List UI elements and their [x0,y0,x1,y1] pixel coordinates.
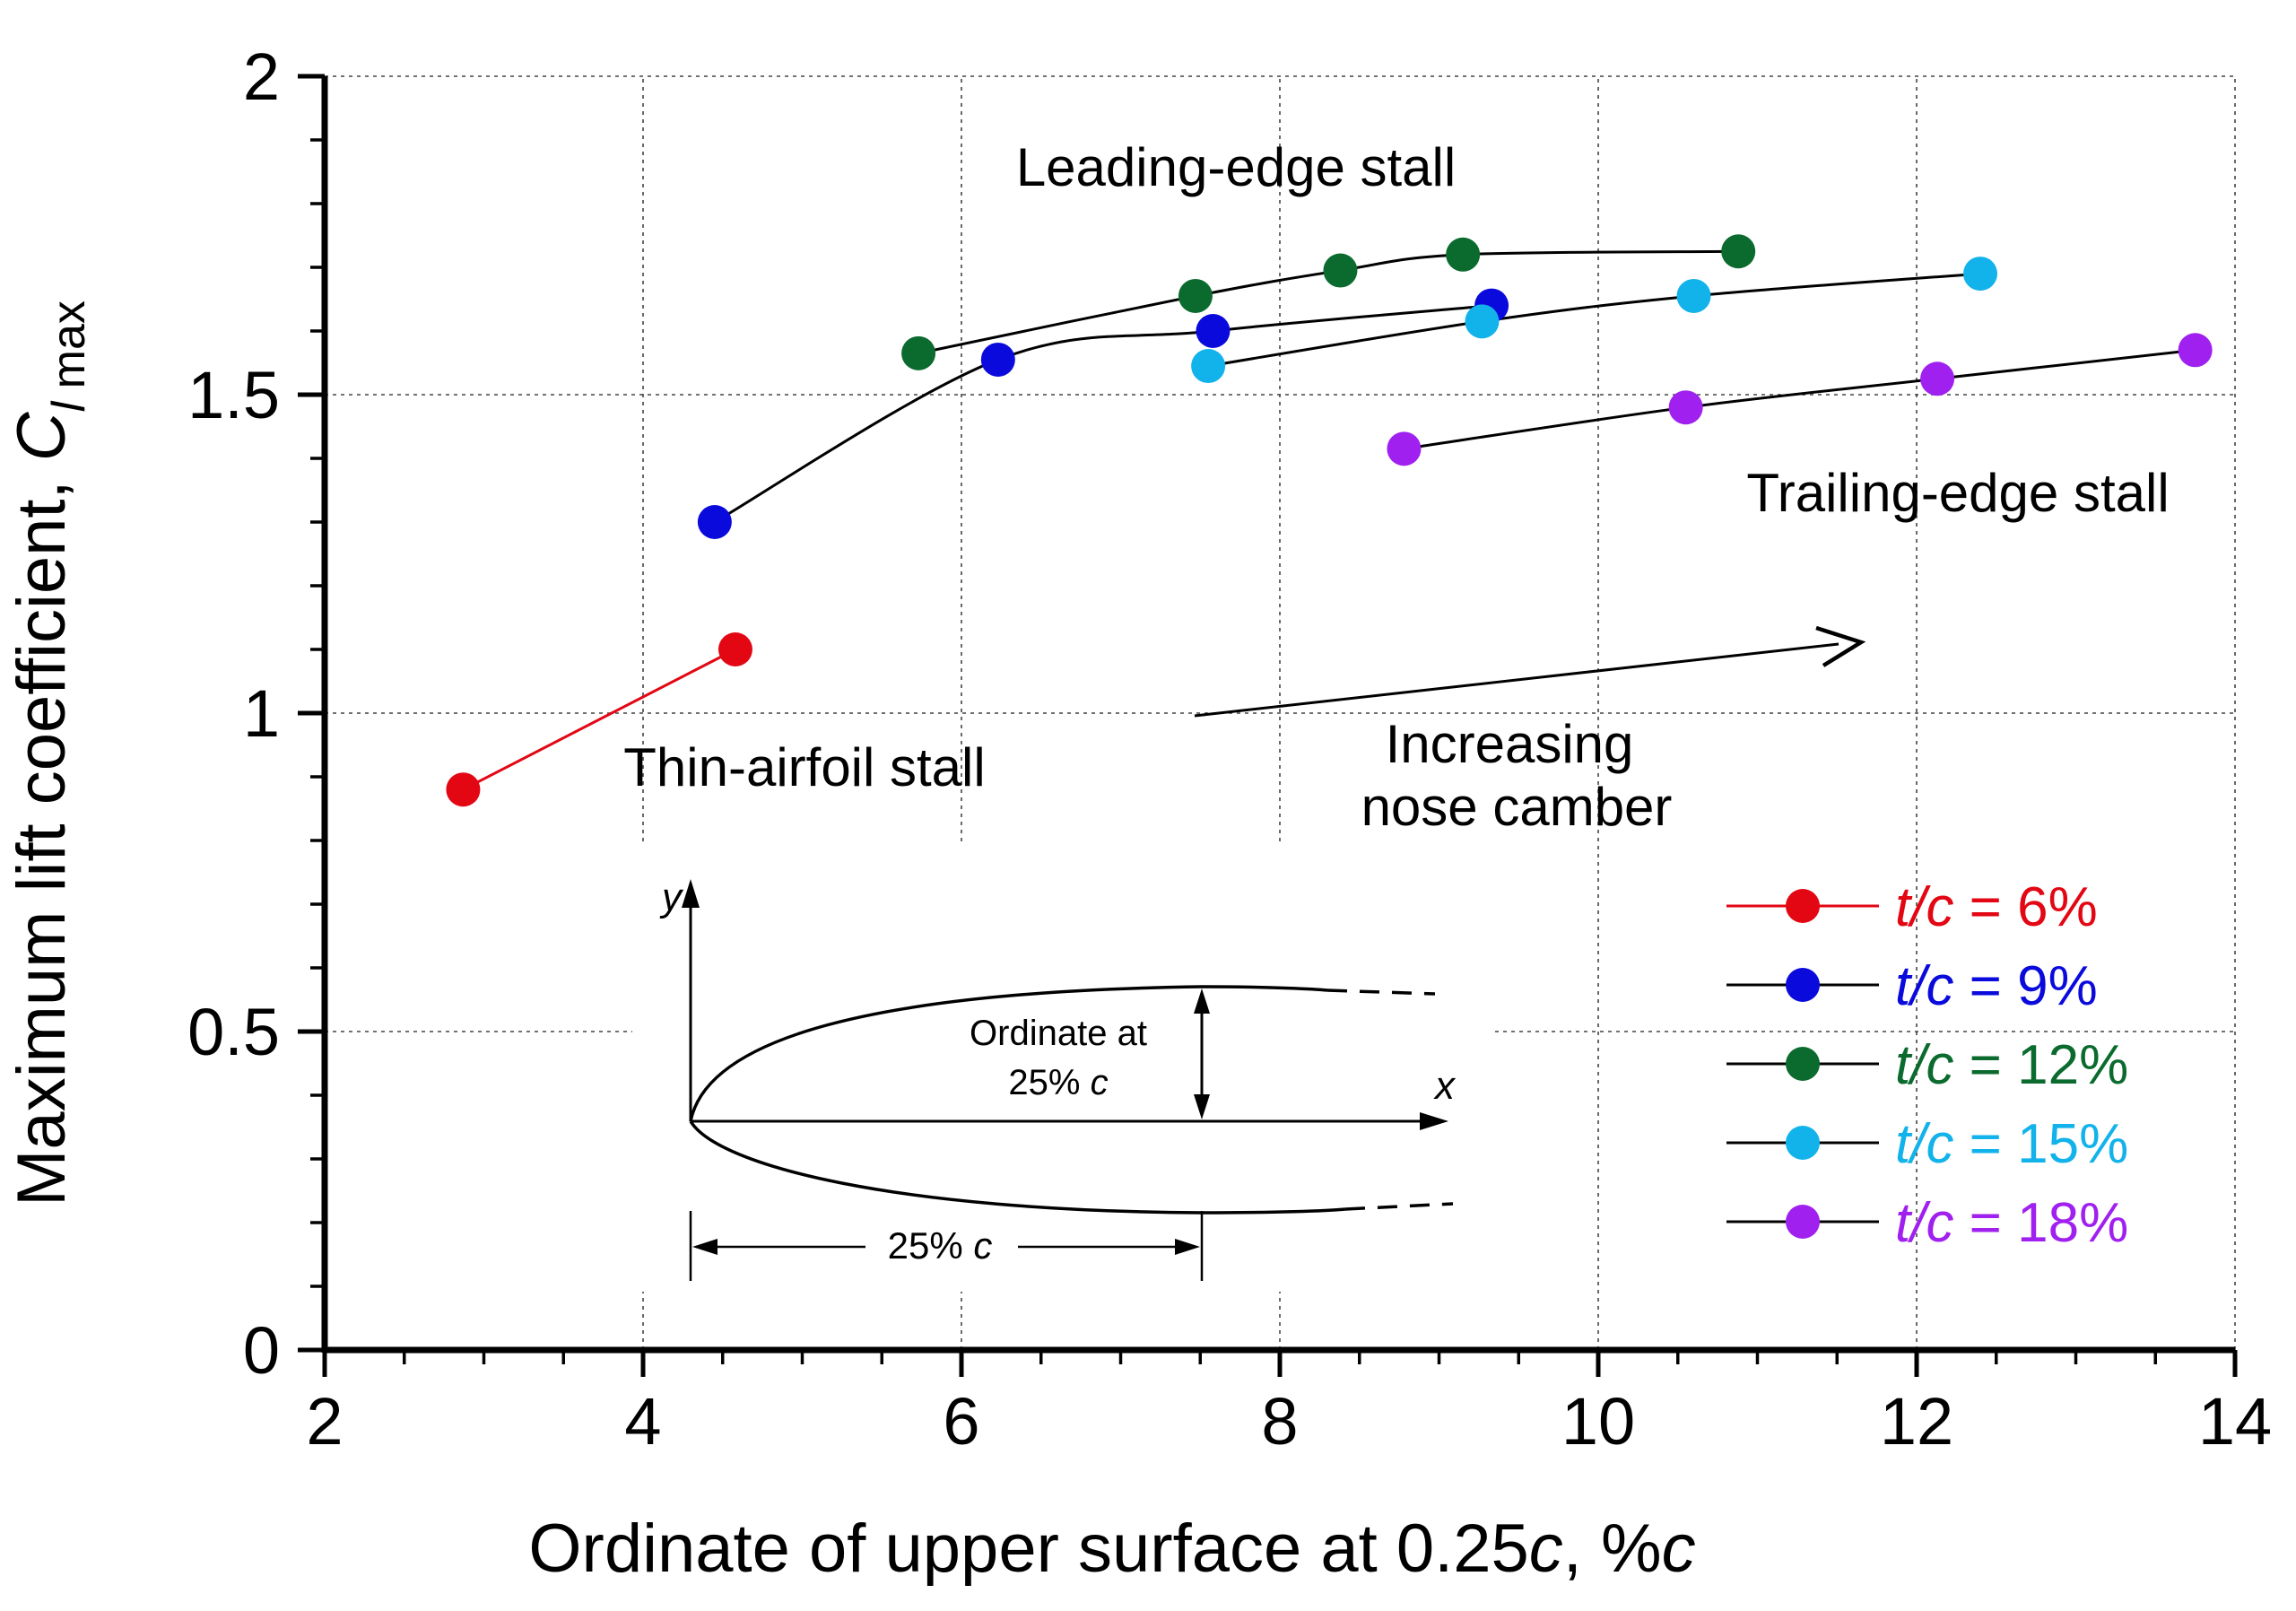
legend-marker [1786,968,1820,1002]
ordinate-label-line1: Ordinate at [970,1014,1147,1053]
annotation-nose-camber: nose camber [1361,777,1673,837]
data-point [1323,253,1358,288]
x-tick-label: 4 [624,1384,661,1459]
annotation-thin-airfoil-stall: Thin-airfoil stall [623,737,985,797]
legend-label: t/c = 9% [1895,955,2098,1017]
airfoil-upper-dashed [1326,988,1436,996]
x-tick-label: 10 [1561,1384,1635,1459]
inset-x-label: x [1433,1064,1457,1108]
y-tick-label: 1 [243,676,280,751]
dimension-label: 25% c [888,1224,993,1267]
data-point [980,342,1015,377]
y-tick-label: 1.5 [187,358,280,432]
annotation-leading-edge-stall: Leading-edge stall [1016,137,1456,197]
data-point [1196,314,1231,348]
y-tick-label: 0.5 [187,995,280,1069]
data-point [1387,431,1422,466]
legend-label: t/c = 18% [1895,1192,2128,1254]
data-point [1721,234,1756,269]
series-points [446,234,2213,807]
annotation-trailing-edge-stall: Trailing-edge stall [1746,463,2169,523]
data-point [2178,333,2213,368]
ordinate-arrowhead-bottom [1194,1094,1210,1119]
y-axis-title: Maximum lift coefficient, Cl max [4,300,95,1206]
legend-label: t/c = 6% [1895,876,2098,938]
y-tick-label: 0 [243,1313,280,1388]
series-line-3 [1207,272,1981,368]
legend-label: t/c = 15% [1895,1113,2128,1175]
data-point [1465,304,1500,339]
series-line-4 [1404,348,2196,450]
data-point [1676,278,1711,313]
data-point [697,505,732,539]
dimension-arrowhead-left [692,1239,718,1255]
tick-marks [298,74,2238,1377]
x-axis-title: Ordinate of upper surface at 0.25c, %c [528,1511,1695,1587]
data-point [1963,257,1997,292]
legend-marker [1786,889,1820,923]
tick-labels: 2 4 6 8 10 12 14 0 0.5 1 1.5 2 [187,39,2272,1459]
dimension-arrowhead-right [1175,1239,1200,1255]
airfoil-lower-dashed [1344,1202,1454,1211]
airfoil-lower-surface [689,1120,1346,1215]
legend-label: t/c = 12% [1895,1034,2128,1096]
series-line-1 [714,304,1492,524]
data-point [1178,278,1213,313]
inset-y-arrowhead [682,879,700,908]
x-tick-label: 6 [943,1384,979,1459]
inset-x-arrowhead [1420,1112,1448,1130]
airfoil-upper-surface [689,985,1328,1122]
series-lines [462,249,2196,791]
x-tick-label: 2 [306,1384,343,1459]
legend: t/c = 6% t/c = 9% t/c = 12% t/c = 15% t/c = … [1726,876,2128,1254]
data-point [1446,237,1481,272]
legend-marker [1786,1047,1820,1081]
x-tick-label: 14 [2198,1384,2272,1459]
series-line-0 [462,648,736,791]
camber-arrow-line [1194,642,1839,718]
data-point [901,335,936,370]
airfoil-inset-diagram: y x Ordinate at 25% c 25% c [632,843,1493,1292]
data-point [1191,349,1226,384]
ordinate-label-line2: 25% c [1008,1063,1108,1102]
camber-arrow-head [1815,625,1866,667]
data-point [718,632,752,666]
y-tick-label: 2 [243,39,280,114]
legend-marker [1786,1126,1820,1160]
x-tick-label: 12 [1880,1384,1953,1459]
data-point [446,772,481,807]
data-point [1920,361,1955,396]
legend-marker [1786,1205,1820,1239]
inset-y-label: y [659,875,684,919]
ordinate-arrowhead-top [1194,988,1210,1014]
annotation-increasing: Increasing [1386,714,1634,774]
data-point [1668,390,1703,425]
inset-background [632,843,1493,1292]
x-tick-label: 8 [1261,1384,1298,1459]
